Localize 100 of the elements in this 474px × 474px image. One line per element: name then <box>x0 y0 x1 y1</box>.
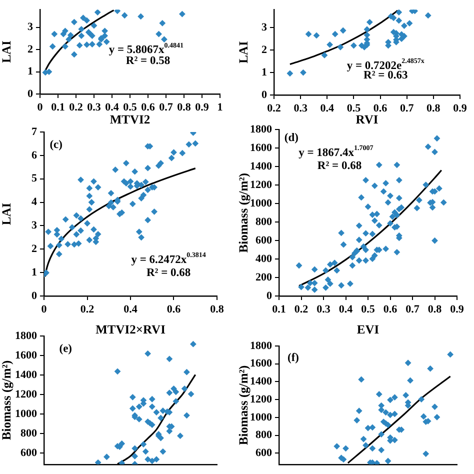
point <box>129 405 136 412</box>
point <box>144 350 151 357</box>
annotation: (c) <box>50 139 63 152</box>
annotation: R² = 0.63 <box>364 69 408 82</box>
x-tick-label: 0.8 <box>210 303 224 316</box>
point <box>94 10 101 16</box>
y-tick-label: 1600 <box>15 349 38 362</box>
x-tick-label: 0.6 <box>373 102 388 114</box>
y-tick-label: 1600 <box>250 142 272 154</box>
annotation: R² = 0.68 <box>317 160 362 172</box>
point <box>387 396 394 404</box>
point <box>362 442 369 448</box>
annotation: (e) <box>59 342 72 355</box>
point <box>71 18 78 26</box>
point <box>420 413 427 420</box>
x-tick-label: 0.6 <box>141 101 156 114</box>
point <box>121 12 128 19</box>
y-tick-label: 0 <box>266 290 272 302</box>
point <box>406 20 413 27</box>
x-tick-label: 0.3 <box>87 101 102 114</box>
point <box>156 30 162 38</box>
x-tick-label: 0.1 <box>272 303 286 316</box>
point <box>369 445 376 452</box>
annotation: R² = 0.58 <box>126 55 170 68</box>
point <box>384 458 392 464</box>
x-tick-label: 0.4 <box>320 102 335 114</box>
point <box>114 368 121 375</box>
point <box>360 436 367 442</box>
y-tick-label: 1000 <box>250 411 272 424</box>
point <box>358 376 365 383</box>
x-tick-label: 0.8 <box>177 101 192 114</box>
point <box>392 410 398 418</box>
y-axis-title: Biomass (g/m²) <box>236 365 251 446</box>
x-axis-title: RVI <box>356 112 378 127</box>
point <box>132 445 138 452</box>
point <box>102 32 108 40</box>
point <box>159 20 166 26</box>
x-tick-label: 0.7 <box>400 102 414 114</box>
point <box>49 43 56 50</box>
y-tick-label: 600 <box>20 446 38 459</box>
x-tick-label: 0.7 <box>159 101 174 114</box>
y-tick-label: 600 <box>256 446 272 459</box>
x-tick-label: 0.9 <box>195 101 210 114</box>
x-tick-label: 1 <box>217 101 223 114</box>
point <box>166 356 173 362</box>
point <box>129 394 136 400</box>
point <box>340 27 346 34</box>
x-tick-label: 0.5 <box>346 102 362 114</box>
point <box>62 43 68 50</box>
y-tick-label: 1000 <box>15 408 38 420</box>
y-tick-label: 3 <box>32 220 38 232</box>
y-tick-label: 400 <box>256 252 272 265</box>
point <box>118 440 126 447</box>
point <box>161 36 168 43</box>
point <box>364 26 370 33</box>
x-tick-label: 0 <box>41 303 48 316</box>
point <box>51 30 58 38</box>
point <box>350 42 357 49</box>
point <box>378 446 385 454</box>
point <box>153 409 160 416</box>
y-tick-label: 800 <box>256 429 272 442</box>
annotation: (f) <box>287 352 300 364</box>
x-tick-label: 0.5 <box>361 303 376 316</box>
y-tick-label: 1 <box>28 66 33 78</box>
point <box>392 436 398 444</box>
point <box>402 392 410 398</box>
point <box>305 30 312 38</box>
point <box>286 70 294 77</box>
point <box>84 17 90 24</box>
point <box>447 351 454 358</box>
y-tick-label: 0 <box>262 88 268 101</box>
annotation: R² = 0.68 <box>146 267 191 280</box>
point <box>179 10 186 18</box>
point <box>337 44 344 50</box>
x-tick-label: 0.1 <box>51 101 65 114</box>
x-tick-label: 0.2 <box>294 303 309 316</box>
y-tick-label: 5 <box>32 172 38 185</box>
point <box>144 456 151 463</box>
point <box>66 36 72 43</box>
point <box>158 434 164 442</box>
y-axis-title: LAI <box>0 202 14 226</box>
point <box>364 424 372 432</box>
point <box>90 22 98 29</box>
point <box>387 412 394 418</box>
point <box>356 408 362 414</box>
y-tick-label: 1800 <box>250 123 272 136</box>
y-tick-label: 1 <box>32 266 37 278</box>
point <box>158 414 164 422</box>
y-tick-label: 1600 <box>250 358 272 370</box>
point <box>184 412 190 419</box>
point <box>374 460 380 464</box>
y-tick-label: 4 <box>32 196 38 208</box>
point <box>80 14 86 22</box>
y-axis-title: LAI <box>236 41 251 64</box>
point <box>148 458 156 464</box>
point <box>404 360 412 366</box>
y-tick-label: 800 <box>20 427 38 440</box>
x-axis-title: MTVI2×RVI <box>96 322 166 337</box>
point <box>378 406 385 414</box>
y-tick-label: 1000 <box>250 197 272 210</box>
